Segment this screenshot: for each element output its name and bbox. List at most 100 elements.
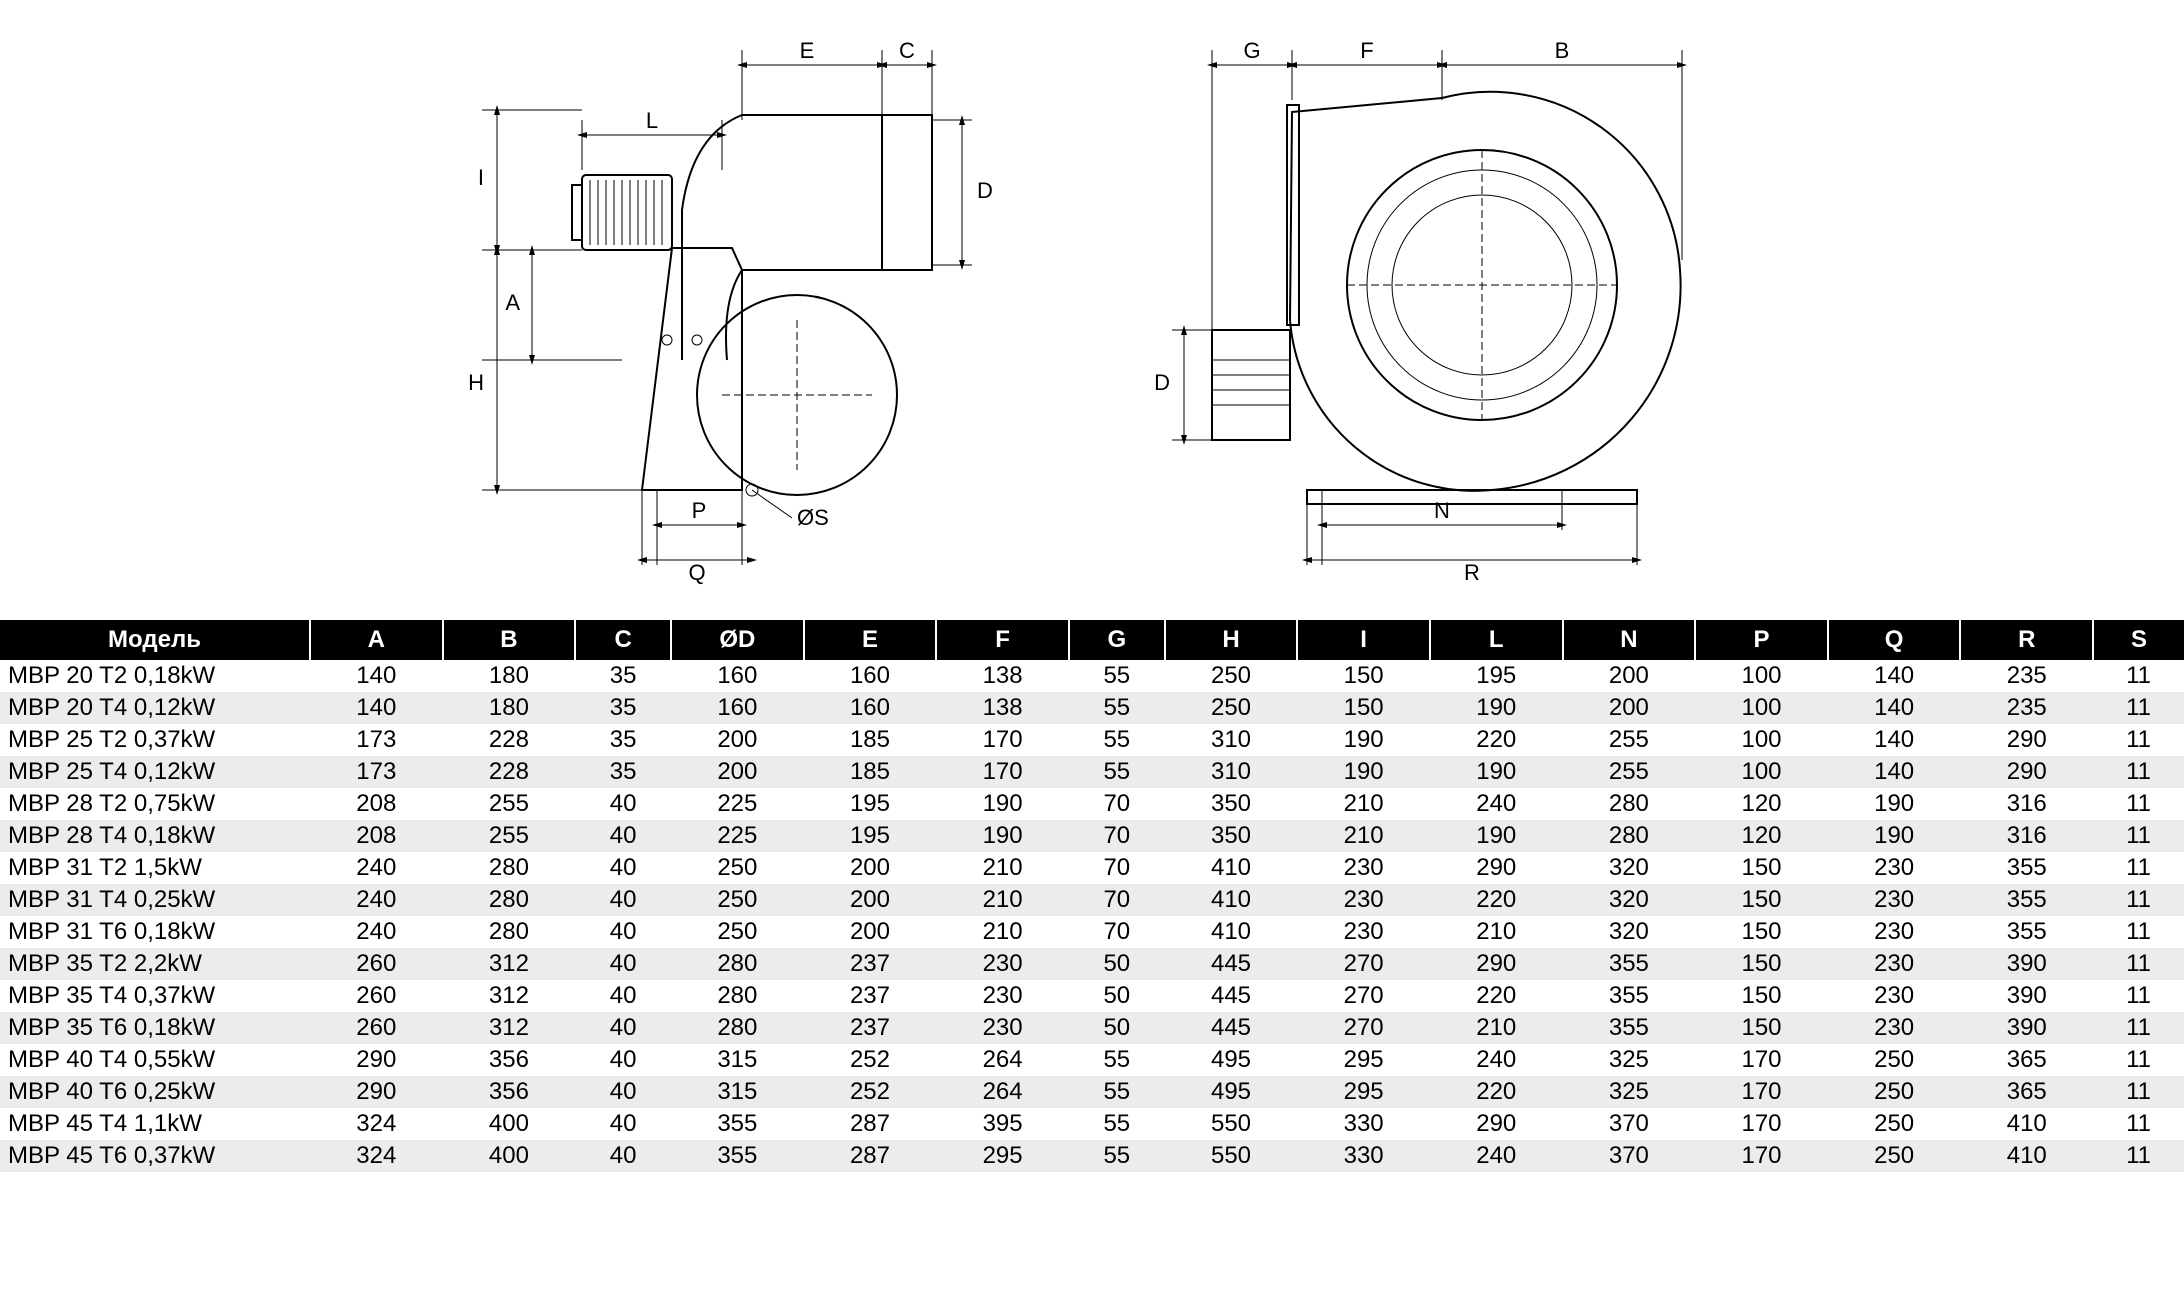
cell-value: 260 [310,948,443,980]
cell-value: 252 [804,1044,937,1076]
cell-value: 365 [1960,1044,2093,1076]
cell-value: 390 [1960,948,2093,980]
cell-value: 400 [443,1108,576,1140]
col-Q: Q [1828,620,1961,660]
cell-value: 550 [1165,1108,1298,1140]
cell-value: 280 [671,980,804,1012]
cell-value: 150 [1695,948,1828,980]
cell-value: 290 [310,1076,443,1108]
cell-value: 11 [2093,788,2184,820]
cell-value: 390 [1960,1012,2093,1044]
cell-value: 410 [1960,1140,2093,1172]
cell-value: 255 [443,788,576,820]
cell-value: 55 [1069,1140,1165,1172]
cell-model: MBP 20 T4 0,12kW [0,692,310,724]
cell-value: 185 [804,756,937,788]
cell-value: 240 [1430,788,1563,820]
cell-value: 400 [443,1140,576,1172]
cell-value: 140 [310,692,443,724]
cell-value: 270 [1297,948,1430,980]
cell-value: 355 [1960,884,2093,916]
cell-value: 495 [1165,1076,1298,1108]
cell-model: MBP 45 T4 1,1kW [0,1108,310,1140]
cell-value: 356 [443,1044,576,1076]
cell-value: 325 [1563,1076,1696,1108]
cell-value: 324 [310,1140,443,1172]
cell-value: 290 [1960,724,2093,756]
col-I: I [1297,620,1430,660]
cell-value: 280 [443,852,576,884]
cell-model: MBP 35 T6 0,18kW [0,1012,310,1044]
cell-value: 230 [936,948,1069,980]
cell-value: 40 [575,1076,671,1108]
cell-value: 445 [1165,980,1298,1012]
cell-value: 355 [671,1140,804,1172]
cell-value: 190 [1430,692,1563,724]
dim-label-S: ØS [797,505,829,530]
cell-value: 11 [2093,1140,2184,1172]
cell-value: 185 [804,724,937,756]
table-row: MBP 28 T2 0,75kW208255402251951907035021… [0,788,2184,820]
cell-value: 40 [575,1044,671,1076]
cell-value: 356 [443,1076,576,1108]
cell-value: 230 [1297,852,1430,884]
cell-value: 11 [2093,916,2184,948]
cell-value: 70 [1069,884,1165,916]
cell-value: 250 [1828,1076,1961,1108]
cell-value: 210 [936,852,1069,884]
cell-value: 230 [1828,980,1961,1012]
cell-value: 355 [1563,1012,1696,1044]
cell-value: 70 [1069,916,1165,948]
col-model: Модель [0,620,310,660]
cell-value: 170 [1695,1044,1828,1076]
cell-value: 138 [936,692,1069,724]
table-body: MBP 20 T2 0,18kW140180351601601385525015… [0,660,2184,1172]
cell-value: 315 [671,1044,804,1076]
cell-value: 240 [310,884,443,916]
table-row: MBP 40 T6 0,25kW290356403152522645549529… [0,1076,2184,1108]
cell-value: 270 [1297,1012,1430,1044]
cell-value: 160 [804,692,937,724]
cell-value: 40 [575,1012,671,1044]
cell-value: 237 [804,980,937,1012]
cell-value: 250 [1828,1108,1961,1140]
cell-value: 230 [1828,948,1961,980]
cell-value: 255 [1563,724,1696,756]
cell-value: 250 [671,884,804,916]
table-row: MBP 25 T2 0,37kW173228352001851705531019… [0,724,2184,756]
cell-value: 280 [671,948,804,980]
cell-value: 35 [575,692,671,724]
cell-value: 55 [1069,1108,1165,1140]
cell-value: 11 [2093,948,2184,980]
cell-value: 55 [1069,1076,1165,1108]
table-row: MBP 35 T2 2,2kW2603124028023723050445270… [0,948,2184,980]
cell-value: 35 [575,756,671,788]
cell-value: 325 [1563,1044,1696,1076]
cell-value: 11 [2093,692,2184,724]
cell-value: 230 [1828,916,1961,948]
cell-value: 250 [1828,1044,1961,1076]
cell-value: 350 [1165,820,1298,852]
cell-value: 270 [1297,980,1430,1012]
cell-value: 250 [671,916,804,948]
cell-value: 11 [2093,820,2184,852]
table-row: MBP 31 T4 0,25kW240280402502002107041023… [0,884,2184,916]
cell-value: 40 [575,820,671,852]
cell-value: 312 [443,980,576,1012]
cell-value: 100 [1695,692,1828,724]
cell-value: 495 [1165,1044,1298,1076]
cell-value: 11 [2093,756,2184,788]
cell-value: 170 [1695,1108,1828,1140]
cell-value: 255 [443,820,576,852]
cell-value: 180 [443,692,576,724]
cell-value: 260 [310,980,443,1012]
cell-value: 237 [804,1012,937,1044]
col-A: A [310,620,443,660]
cell-value: 252 [804,1076,937,1108]
cell-value: 210 [1297,820,1430,852]
cell-value: 280 [443,884,576,916]
cell-value: 230 [1828,1012,1961,1044]
cell-value: 190 [1297,724,1430,756]
dim-label-D-front: D [1154,370,1170,395]
dim-label-L: L [646,108,658,133]
